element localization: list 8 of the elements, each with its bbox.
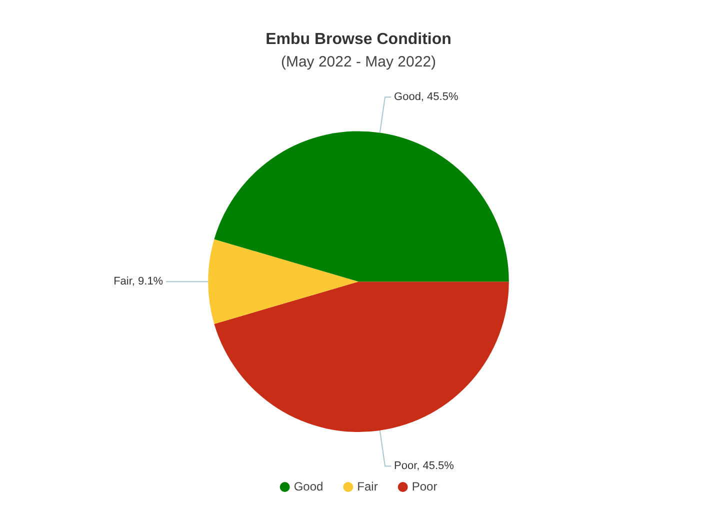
- data-label: Poor, 45.5%: [394, 460, 454, 472]
- chart-title: Embu Browse Condition: [266, 31, 452, 48]
- chart-subtitle: (May 2022 - May 2022): [280, 53, 436, 70]
- data-label: Good, 45.5%: [394, 91, 458, 104]
- legend-label: Poor: [412, 479, 438, 494]
- legend-label: Good: [294, 479, 324, 494]
- data-label: Fair, 9.1%: [114, 276, 164, 288]
- legend-label: Fair: [357, 479, 378, 494]
